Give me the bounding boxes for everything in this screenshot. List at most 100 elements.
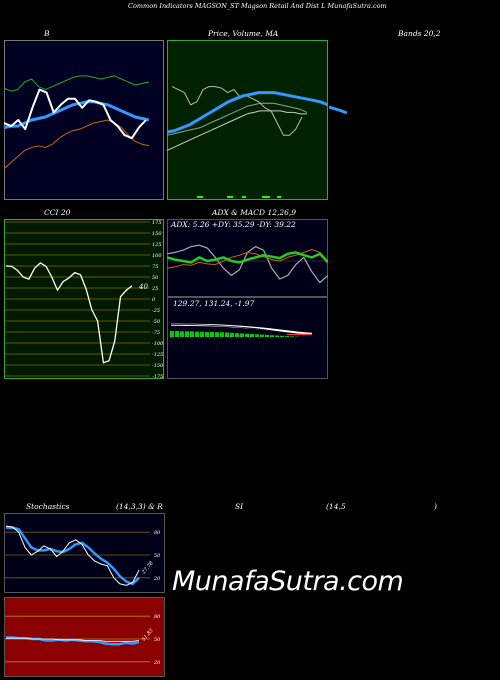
adx-background [167, 219, 328, 297]
cci-tick-label: -75 [152, 330, 160, 336]
stochastics-k-line [5, 525, 140, 586]
adx-chart [167, 219, 328, 297]
price-panel [167, 40, 328, 200]
adx-plus-di-line [167, 251, 328, 264]
bands-continuation-line [329, 105, 347, 115]
rsi-panel: 80 50 20 51.83 [4, 597, 165, 677]
macd-histogram-bar [240, 333, 244, 337]
bollinger-chart [4, 40, 164, 200]
macd-chart [167, 297, 328, 379]
stochastics-tick-label: 80 [154, 530, 161, 536]
cci-line [5, 262, 133, 364]
cci-tick-label: 125 [152, 242, 162, 248]
macd-histogram-bar [250, 334, 254, 337]
volume-bar [242, 196, 246, 198]
macd-histogram-bar [195, 331, 199, 337]
rsi-tick-label: 50 [154, 637, 161, 643]
stochastics-tick-label: 50 [154, 553, 161, 559]
macd-histogram-bar [220, 332, 224, 337]
cci-tick-label: -150 [152, 363, 164, 369]
volume-bar [277, 196, 281, 198]
macd-histogram-bar [270, 335, 274, 337]
stochastics-background [4, 513, 165, 593]
cci-tick-label: -25 [152, 308, 160, 314]
macd-histogram-bar [180, 331, 184, 337]
adx-values: ADX: 5.26 +DY: 35.29 -DY: 39.22 [171, 220, 296, 229]
macd-histogram-bar [210, 331, 214, 337]
price-background [167, 40, 328, 200]
macd-histogram-bar [265, 334, 269, 337]
cci-title: CCI 20 [44, 208, 71, 217]
macd-histogram-bar [285, 336, 289, 337]
page-title: Common Indicators MAGSON_ST Magson Retai… [128, 2, 387, 10]
price-ma-blue-line [167, 91, 328, 134]
volume-bar [227, 196, 233, 198]
cci-tick-label: -50 [152, 319, 161, 325]
bands-label: Bands 20,2 [398, 29, 441, 38]
stochastics-panel: 80 50 20 27.78 [4, 513, 165, 593]
macd-histogram-bar [260, 334, 264, 337]
macd-histogram-bar [280, 335, 284, 337]
cci-tick-label: 0 [152, 297, 156, 303]
bands-continuation-chart [329, 105, 347, 115]
rsi-average-line [6, 637, 140, 642]
bollinger-lower-band [4, 119, 150, 169]
cci-last-value: 40 [138, 283, 148, 291]
volume-bar [262, 196, 270, 198]
cci-tick-label: 50 [152, 275, 159, 281]
cci-chart: 175 150 125 100 75 50 25 0 -25 -50 -75 -100 -125 -150… [4, 219, 164, 379]
macd-histogram-bar [205, 331, 209, 337]
macd-histogram-bar [215, 332, 219, 337]
macd-histogram-bar [170, 331, 174, 337]
bollinger-panel [4, 40, 164, 200]
adx-macd-title: ADX & MACD 12,26,9 [212, 208, 297, 217]
cci-tick-label: 25 [151, 286, 158, 292]
price-line [171, 86, 303, 136]
price-chart [167, 40, 328, 200]
cci-tick-label: 150 [152, 231, 162, 237]
cci-tick-label: 175 [152, 220, 162, 226]
macd-histogram-bar [175, 331, 179, 337]
rsi-background [4, 597, 165, 677]
cci-panel: 175 150 125 100 75 50 25 0 -25 -50 -75 -100 -125 -150… [4, 219, 164, 379]
bollinger-upper-band [4, 75, 150, 92]
macd-line [170, 323, 313, 336]
price-ma-slow-line [167, 110, 307, 151]
macd-histogram-bar [235, 333, 239, 337]
macd-histogram-bar [230, 332, 234, 337]
macd-histogram-bar [200, 331, 204, 337]
macd-histogram-bar [245, 333, 249, 337]
macd-histogram-bar [275, 335, 279, 337]
rsi-close: ) [434, 502, 437, 511]
cci-tick-label: -100 [152, 341, 164, 347]
stochastics-label: Stochastics [26, 502, 70, 511]
macd-histogram-bar [185, 331, 189, 337]
cci-tick-label: 100 [152, 253, 162, 259]
price-ma-fast-line [167, 102, 308, 136]
stochastics-tick-label: 20 [153, 576, 161, 582]
macd-background [167, 297, 328, 379]
macd-histogram-bar [225, 332, 229, 337]
price-title: Price, Volume, MA [208, 29, 279, 38]
cci-tick-label: 75 [152, 264, 158, 270]
rsi-tick-label: 20 [153, 660, 161, 666]
rsi-params: (14,5 [326, 502, 346, 511]
macd-panel: 129.27, 131.24, -1.97 [167, 297, 328, 379]
cci-tick-label: -175 [152, 374, 163, 379]
macd-histogram-bar [255, 334, 259, 337]
macd-histogram-bar [290, 336, 294, 337]
macd-histogram-bar [190, 331, 194, 337]
watermark: MunafaSutra.com [172, 566, 404, 597]
rsi-tick-label: 80 [154, 614, 161, 620]
volume-bar [197, 196, 203, 198]
stochastics-params: (14,3,3) & R [116, 502, 163, 511]
cci-tick-label: -125 [152, 352, 163, 358]
bands-continuation [329, 95, 347, 125]
stochastics-d-line [6, 526, 140, 586]
adx-panel: ADX: 5.26 +DY: 35.29 -DY: 39.22 [167, 219, 328, 297]
bollinger-label: B [44, 29, 50, 38]
macd-values: 129.27, 131.24, -1.97 [173, 299, 255, 308]
bollinger-close-line [4, 88, 147, 140]
